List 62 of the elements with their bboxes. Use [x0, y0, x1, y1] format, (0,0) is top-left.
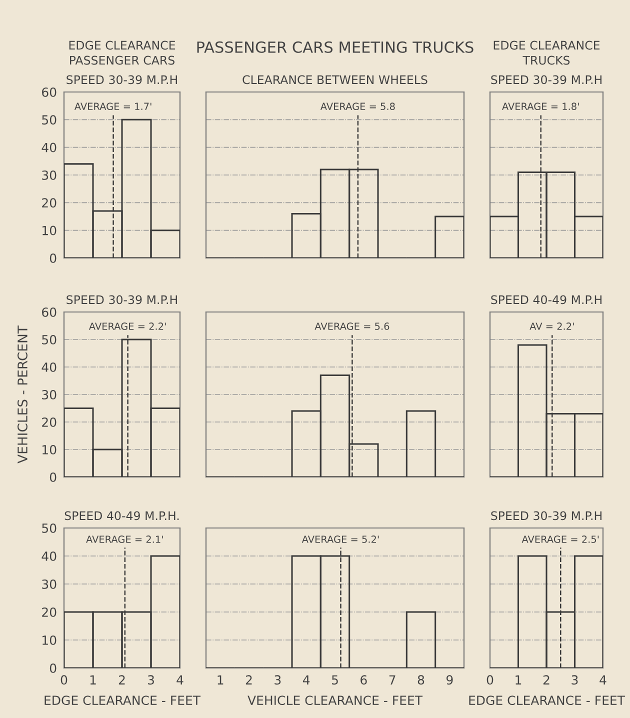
ref-line-label: AVERAGE = 1.8' — [502, 102, 579, 110]
ref-line-label: AVERAGE = 5.2' — [302, 536, 379, 543]
x-tick-label: 2 — [246, 675, 252, 684]
y-tick-label: 60 — [42, 307, 56, 317]
chart-title: EDGE CLEARANCE PASSENGER CARS — [69, 40, 176, 65]
chart-title: PASSENGER CARS MEETING TRUCKS — [197, 41, 474, 53]
x-tick-label: 4 — [600, 675, 606, 684]
y-tick-label: 30 — [42, 390, 56, 400]
x-tick-label: 0 — [486, 675, 494, 685]
y-tick-label: 10 — [42, 444, 56, 454]
y-tick-label: 50 — [42, 523, 56, 533]
y-tick-label: 60 — [42, 87, 56, 97]
chart-subtitle: CLEARANCE BETWEEN WHEELS — [242, 75, 428, 84]
ref-line-label: AVERAGE = 5.8 — [320, 102, 395, 110]
x-tick-label: 6 — [360, 675, 367, 685]
chart-title: SPEED 40-49 M.P.H — [491, 295, 602, 304]
y-tick-label: 10 — [42, 635, 56, 645]
ref-line-label: AVERAGE = 2.5' — [522, 536, 599, 543]
x-tick-label: 3 — [148, 675, 154, 685]
chart-subtitle: SPEED 30-39 M.P.H — [66, 75, 177, 84]
y-tick-label: 20 — [42, 417, 56, 427]
ref-line-label: AVERAGE = 5.6 — [314, 322, 390, 330]
chart-title: SPEED 40-49 M.P.H. — [64, 511, 179, 520]
y-tick-label: 40 — [42, 551, 56, 561]
x-tick-label: 7 — [389, 675, 396, 684]
y-tick-label: 30 — [42, 170, 56, 180]
ref-line-label: AVERAGE = 2.2' — [88, 322, 166, 330]
x-tick-label: 1 — [218, 675, 224, 684]
x-tick-label: 9 — [446, 675, 453, 685]
y-tick-label: 50 — [42, 334, 56, 344]
ref-line-label: AVERAGE = 2.1' — [86, 536, 163, 543]
chart-subtitle: SPEED 30-39 M.P.H — [491, 75, 602, 84]
ref-line-label: AV = 2.2' — [530, 322, 574, 330]
chart-title: EDGE CLEARANCE TRUCKS — [494, 40, 600, 65]
x-axis-title: VEHICLE CLEARANCE - FEET — [248, 696, 423, 706]
y-tick-label: 50 — [42, 115, 56, 125]
x-axis-title: EDGE CLEARANCE - FEET — [469, 696, 626, 706]
y-tick-label: 10 — [42, 226, 56, 236]
y-tick-label: 20 — [42, 198, 56, 208]
x-tick-label: 3 — [572, 675, 578, 685]
y-tick-label: 40 — [42, 362, 56, 372]
ref-line-label: AVERAGE = 1.7' — [74, 102, 152, 110]
x-tick-label: 2 — [543, 675, 550, 684]
y-tick-label: 0 — [50, 472, 56, 482]
x-tick-label: 1 — [90, 675, 96, 684]
x-tick-label: 1 — [516, 675, 522, 684]
x-tick-label: 8 — [418, 675, 424, 685]
chart-title: SPEED 30-39 M.P.H — [491, 511, 602, 520]
x-axis-title: EDGE CLEARANCE - FEET — [44, 696, 201, 706]
x-tick-label: 2 — [118, 675, 125, 684]
y-tick-label: 30 — [42, 579, 56, 589]
x-tick-label: 3 — [274, 675, 281, 685]
x-tick-label: 0 — [60, 675, 68, 685]
y-tick-label: 0 — [50, 663, 56, 673]
y-tick-label: 40 — [42, 142, 56, 152]
y-tick-label: 20 — [42, 607, 56, 617]
x-tick-label: 4 — [302, 675, 310, 684]
y-tick-label: 0 — [50, 253, 56, 263]
chart-title: SPEED 30-39 M.P.H — [66, 295, 177, 304]
x-tick-label: 5 — [332, 675, 338, 685]
y-axis-title: VEHICLES - PERCENT — [18, 326, 28, 464]
x-tick-label: 4 — [176, 675, 184, 684]
